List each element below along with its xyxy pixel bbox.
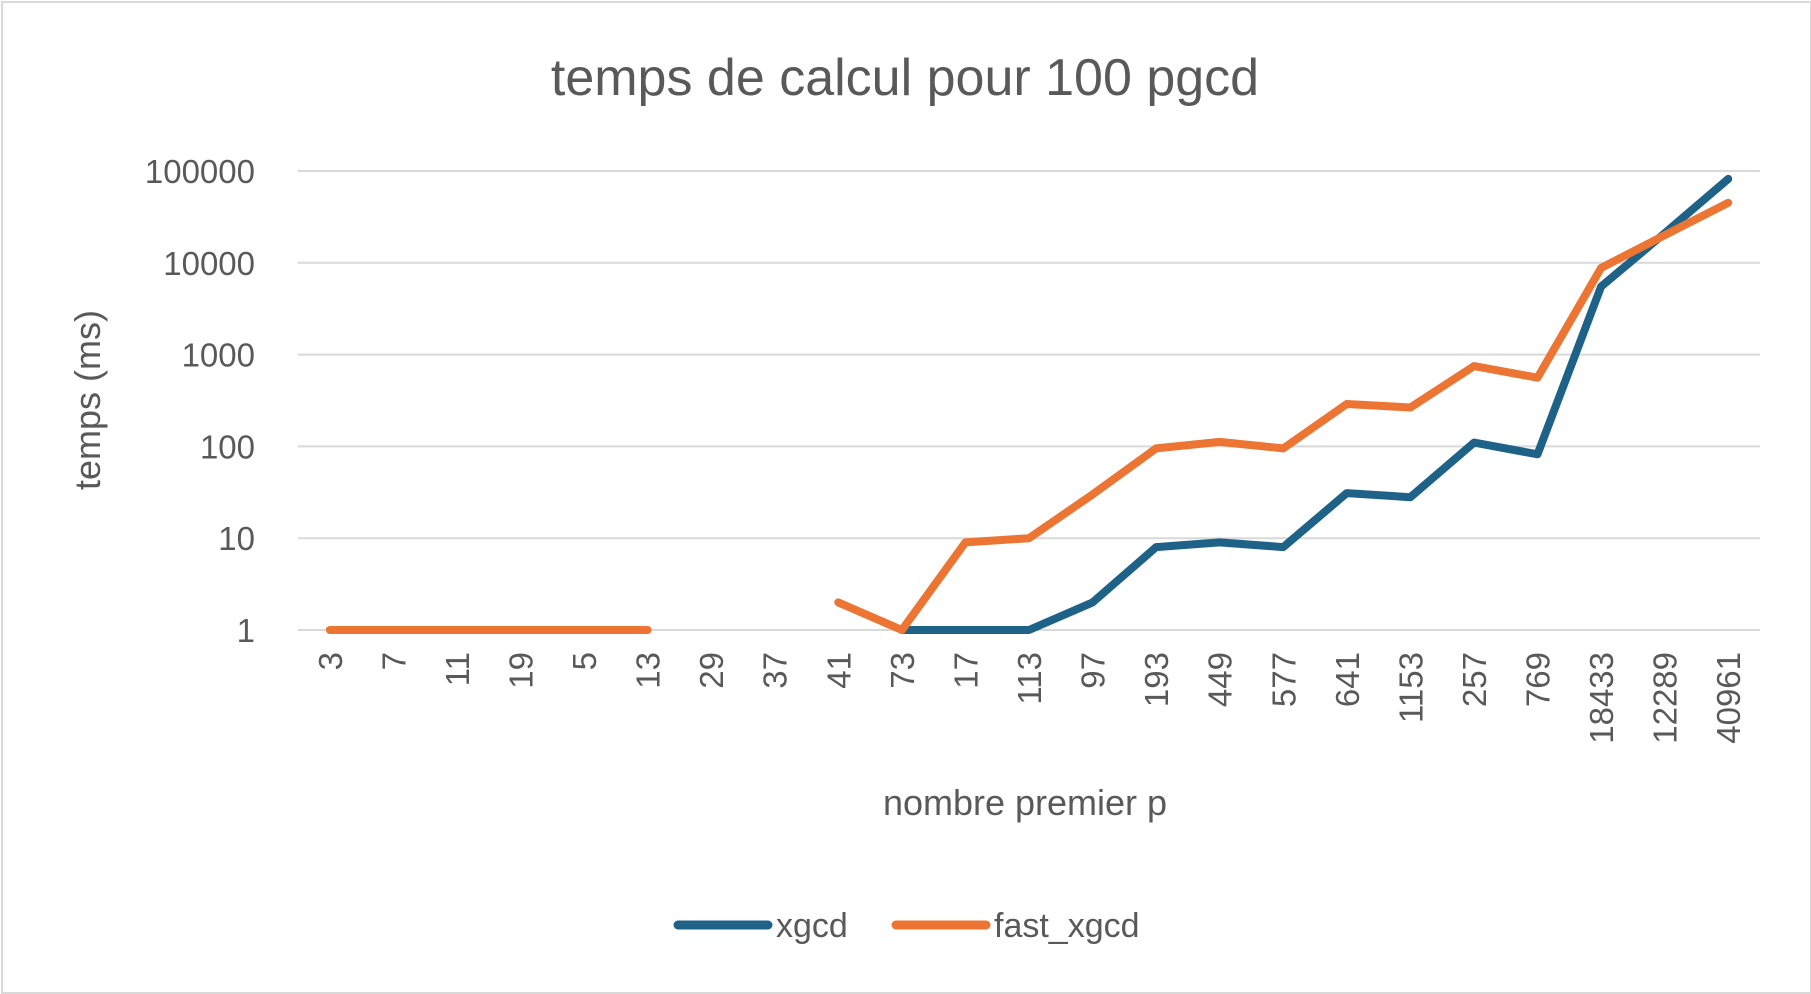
x-tick-label: 1153 xyxy=(1392,652,1429,723)
x-tick-label: 19 xyxy=(502,652,539,689)
x-tick-label: 7 xyxy=(375,652,412,670)
y-tick-labels: 1 10 100 1000 10000 100000 xyxy=(145,153,255,649)
y-tick-label: 100000 xyxy=(145,153,255,190)
y-tick-label: 10000 xyxy=(163,245,255,282)
x-tick-label: 29 xyxy=(693,652,730,689)
x-tick-label: 257 xyxy=(1456,652,1493,707)
x-tick-label: 11 xyxy=(439,652,476,686)
x-tick-label: 193 xyxy=(1138,652,1175,707)
x-tick-label: 5 xyxy=(566,652,603,670)
gridlines xyxy=(298,170,1760,631)
y-axis-title: temps (ms) xyxy=(67,310,108,490)
y-tick-label: 1 xyxy=(237,612,255,649)
x-tick-label: 18433 xyxy=(1583,652,1620,744)
x-tick-label: 12289 xyxy=(1647,652,1684,744)
x-axis-title: nombre premier p xyxy=(883,782,1167,823)
legend-label-xgcd: xgcd xyxy=(776,907,848,945)
x-tick-label: 17 xyxy=(947,652,984,689)
x-tick-label: 113 xyxy=(1011,652,1048,705)
series-lines xyxy=(325,174,1733,634)
x-tick-label: 13 xyxy=(630,652,667,689)
legend-label-fast_xgcd: fast_xgcd xyxy=(994,907,1140,945)
x-tick-label: 40961 xyxy=(1710,652,1747,744)
x-tick-label: 37 xyxy=(757,652,794,689)
legend: xgcd fast_xgcd xyxy=(673,907,1140,945)
x-tick-labels: 3 7 11 19 5 13 29 37 41 73 17 113 97 193 449 577 641 1153… xyxy=(312,652,1747,744)
series-line-xgcd xyxy=(897,174,1733,634)
series-line-fast_xgcd xyxy=(834,198,1733,634)
x-tick-label: 641 xyxy=(1329,652,1366,707)
x-tick-label: 769 xyxy=(1520,652,1557,707)
x-tick-label: 73 xyxy=(884,652,921,689)
x-tick-label: 41 xyxy=(820,652,857,689)
chart-title: temps de calcul pour 100 pgcd xyxy=(551,49,1259,107)
x-tick-label: 577 xyxy=(1265,652,1302,707)
y-tick-label: 1000 xyxy=(182,337,255,374)
x-tick-label: 97 xyxy=(1075,652,1112,689)
x-tick-label: 449 xyxy=(1202,652,1239,707)
x-tick-label: 3 xyxy=(312,652,349,670)
y-tick-label: 10 xyxy=(218,520,255,557)
y-tick-label: 100 xyxy=(200,428,255,465)
